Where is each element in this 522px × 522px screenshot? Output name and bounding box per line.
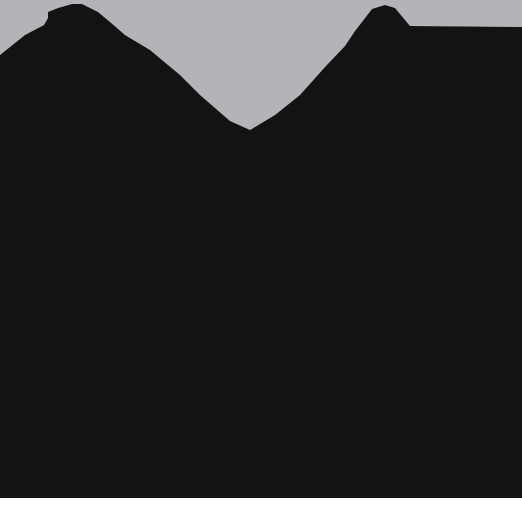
silhouette-figure xyxy=(0,0,522,522)
mountain-silhouette-svg xyxy=(0,0,522,522)
